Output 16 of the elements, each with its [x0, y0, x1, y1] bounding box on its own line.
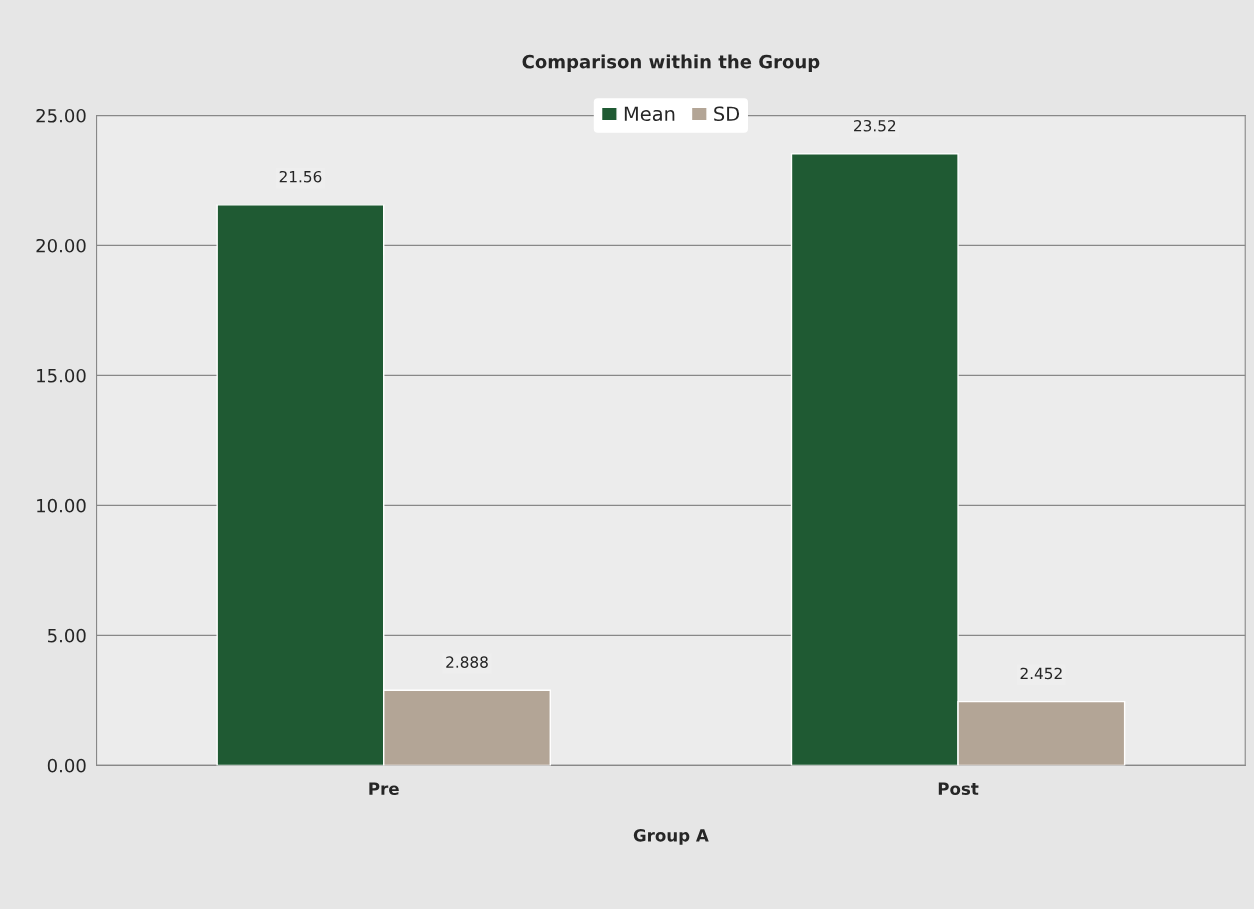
x-axis-title: Group A [633, 829, 709, 845]
y-tick-label: 5.00 [48, 628, 86, 643]
y-tick-label: 20.00 [36, 238, 86, 253]
data-label: 23.52 [854, 119, 896, 132]
y-tick-label: 25.00 [36, 108, 86, 123]
data-label: 2.888 [446, 656, 488, 668]
y-tick-label: 0.00 [47, 758, 86, 773]
legend-label: Mean [624, 106, 675, 122]
y-tick-label: 10.00 [37, 498, 86, 513]
x-tick-label: Post [938, 782, 979, 795]
x-tick-label: Pre [369, 782, 399, 795]
chart-title: Comparison within the Group [522, 54, 820, 72]
data-label: 21.56 [279, 170, 322, 183]
data-label: 2.452 [1020, 667, 1062, 680]
y-tick-label: 15.00 [37, 368, 86, 383]
legend-label: SD [714, 106, 740, 122]
